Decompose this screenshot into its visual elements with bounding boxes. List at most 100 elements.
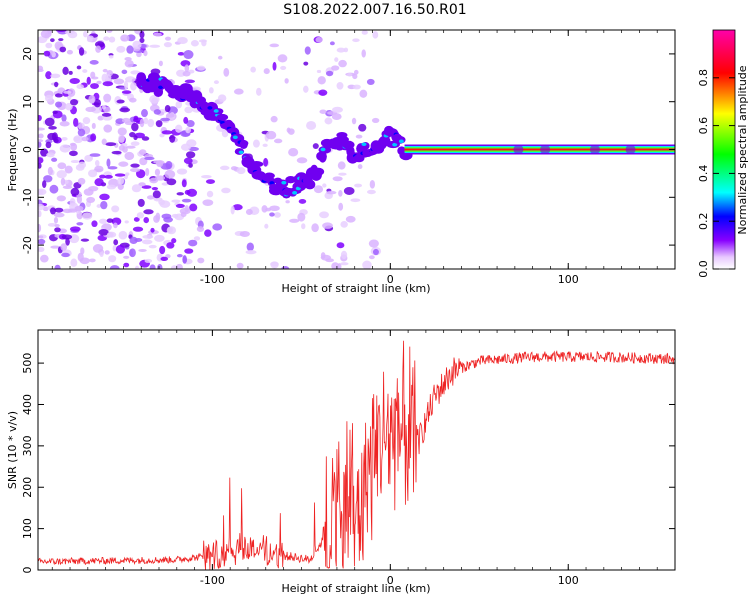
noise-blob	[49, 184, 59, 194]
noise-blob	[183, 157, 193, 164]
noise-blob	[117, 127, 127, 136]
noise-blob	[38, 203, 45, 211]
colorbar-tick: 0.6	[697, 117, 735, 134]
noise-blob	[345, 215, 356, 223]
noise-blob	[311, 223, 319, 233]
y-tick-label: 300	[21, 435, 34, 456]
noise-blob	[352, 84, 361, 90]
noise-blob	[105, 142, 117, 147]
y-tick: 400	[21, 394, 675, 415]
colorbar-tick: 0.4	[697, 165, 735, 183]
noise-blob	[113, 78, 125, 85]
noise-blob	[183, 116, 189, 124]
noise-blob	[343, 186, 355, 195]
noise-blob	[353, 69, 359, 75]
noise-blob	[357, 164, 363, 170]
noise-blob	[361, 30, 368, 35]
noise-blob	[103, 93, 112, 103]
ridge-core	[392, 142, 398, 147]
noise-blob	[301, 223, 306, 230]
noise-blob	[277, 54, 288, 63]
noise-blob	[273, 138, 283, 144]
noise-blob	[336, 47, 346, 53]
x-tick: 100	[558, 30, 579, 286]
noise-blob	[38, 139, 44, 143]
noise-blob	[100, 200, 108, 210]
noise-blob	[99, 218, 108, 224]
noise-blob	[170, 265, 178, 269]
noise-blob	[325, 70, 334, 77]
ridge-blob	[304, 179, 316, 190]
noise-blob	[133, 217, 140, 222]
noise-blob	[338, 59, 347, 68]
noise-blob	[67, 88, 76, 97]
noise-blob	[306, 120, 317, 130]
ridge-blob	[249, 161, 264, 168]
steady-line-bulge	[589, 144, 600, 155]
noise-blob	[78, 47, 85, 56]
noise-blob	[146, 195, 155, 200]
colorbar-tick-label: 0.8	[697, 69, 710, 87]
noise-blob	[103, 36, 110, 41]
noise-blob	[303, 85, 309, 93]
noise-blob	[38, 246, 45, 252]
noise-blob	[81, 212, 93, 220]
noise-blob	[85, 106, 96, 112]
noise-blob	[59, 121, 70, 127]
y-tick: -10	[21, 188, 675, 206]
noise-blob	[38, 238, 46, 245]
noise-blob	[184, 248, 194, 254]
noise-blob	[126, 45, 134, 54]
noise-blob	[69, 198, 76, 207]
noise-blob	[59, 46, 67, 53]
noise-blob	[48, 125, 57, 130]
noise-blob	[212, 223, 223, 231]
y-tick: 0	[21, 146, 675, 153]
noise-blob	[42, 180, 47, 188]
noise-blob	[53, 216, 59, 224]
noise-blob	[89, 60, 99, 65]
noise-blob	[354, 183, 363, 188]
noise-blob	[91, 220, 98, 228]
noise-blob	[340, 262, 349, 266]
noise-blob	[139, 30, 145, 39]
ridge-core	[281, 180, 287, 185]
colorbar-tick-label: 0.4	[697, 165, 710, 183]
ridge-core	[213, 109, 219, 113]
noise-blob	[132, 40, 142, 49]
noise-blob	[131, 184, 142, 193]
noise-blob	[316, 69, 322, 74]
x-tick-label: 0	[387, 273, 394, 286]
noise-blob	[186, 120, 195, 128]
noise-blob	[40, 254, 49, 263]
noise-blob	[54, 207, 64, 213]
ridge-core	[232, 135, 238, 140]
snr-y-label: SNR (10 * v/v)	[6, 411, 19, 489]
noise-blob	[102, 68, 108, 73]
noise-blob	[137, 198, 145, 208]
noise-blob	[70, 142, 78, 151]
noise-blob	[88, 185, 99, 192]
noise-blob	[160, 117, 171, 122]
ridge-core	[238, 150, 244, 155]
noise-blob	[269, 205, 280, 212]
noise-blob	[338, 202, 344, 211]
noise-blob	[202, 199, 214, 207]
noise-blob	[49, 207, 56, 215]
noise-blob	[130, 70, 141, 75]
spectrogram-y-label: Frequency (Hz)	[6, 109, 19, 192]
noise-blob	[273, 212, 281, 218]
noise-blob	[143, 216, 150, 224]
spectrogram-y-ticks: -20 -10 0 10 20	[21, 47, 675, 254]
noise-blob	[331, 262, 340, 269]
noise-blob	[322, 222, 333, 229]
noise-blob	[56, 195, 67, 202]
noise-blob	[201, 175, 212, 179]
noise-blob	[141, 185, 152, 189]
snr-marks	[38, 340, 675, 570]
noise-blob	[204, 229, 212, 237]
noise-blob	[53, 138, 59, 143]
noise-blob	[130, 168, 141, 173]
noise-blob	[332, 176, 343, 182]
